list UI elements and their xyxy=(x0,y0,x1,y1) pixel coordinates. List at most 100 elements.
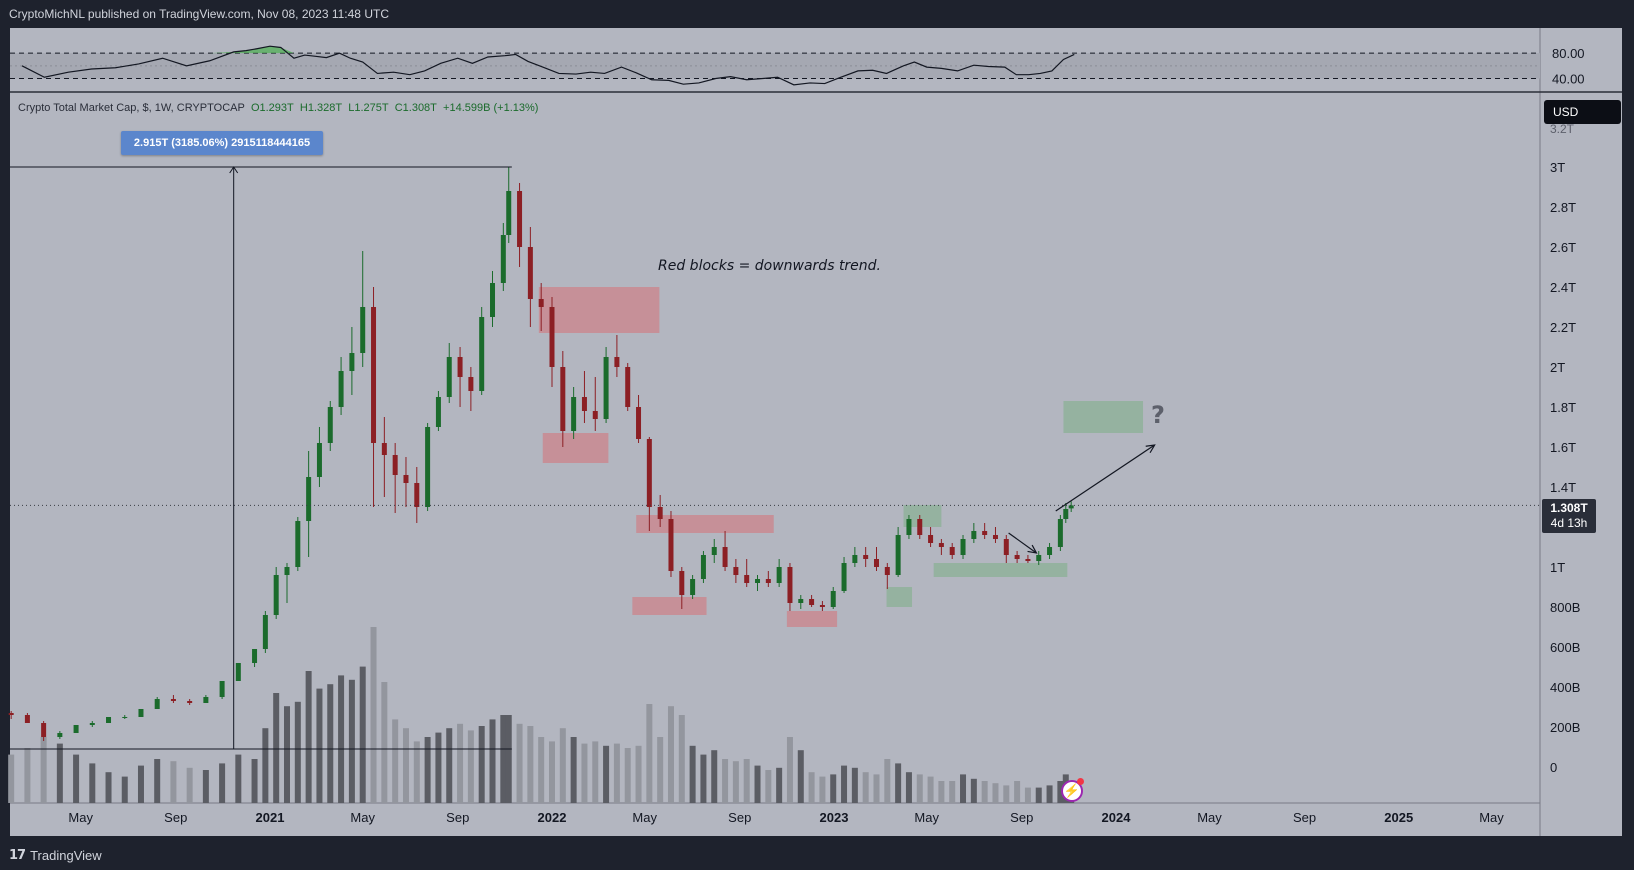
volume-bar xyxy=(316,688,323,803)
volume-bar xyxy=(262,728,269,803)
candle-body xyxy=(284,567,290,575)
volume-bar xyxy=(711,750,718,803)
y-tick-label: 2.2T xyxy=(1550,320,1576,335)
candle-body xyxy=(468,377,474,391)
candle-body xyxy=(928,535,934,543)
green-zone xyxy=(886,587,913,607)
legend-symbol: Crypto Total Market Cap, $, 1W, CRYPTOCA… xyxy=(18,102,245,114)
candle-body xyxy=(106,717,112,723)
volume-bar xyxy=(981,781,988,803)
candle-body xyxy=(841,563,847,591)
volume-bar xyxy=(819,776,826,803)
volume-bar xyxy=(235,754,242,803)
candle-body xyxy=(830,591,836,607)
volume-bar xyxy=(776,767,783,803)
y-tick-label: 1.4T xyxy=(1550,480,1576,495)
candle-body xyxy=(500,235,506,283)
candle-body xyxy=(819,605,825,607)
candle-body xyxy=(538,299,544,307)
candle-body xyxy=(414,483,420,507)
volume-bar xyxy=(765,770,772,803)
volume-bar xyxy=(478,726,485,803)
x-tick-label: Sep xyxy=(728,810,751,825)
candle-body xyxy=(154,699,160,709)
x-tick-label: 2022 xyxy=(538,810,567,825)
candle-body xyxy=(371,307,377,443)
tradingview-brand: TradingView xyxy=(30,848,102,863)
currency-button[interactable]: USD xyxy=(1544,100,1621,124)
volume-bar xyxy=(992,783,999,803)
y-tick-label: 1T xyxy=(1550,560,1565,575)
volume-bar xyxy=(786,737,793,803)
legend-open: O1.293T xyxy=(250,102,294,114)
volume-bar xyxy=(121,776,128,803)
candle-body xyxy=(490,283,496,317)
volume-bar xyxy=(137,765,144,803)
red-zone xyxy=(786,611,838,627)
x-tick-label: May xyxy=(1197,810,1222,825)
volume-bar xyxy=(381,682,388,803)
candle-body xyxy=(425,427,431,507)
candle-body xyxy=(517,191,523,247)
tradingview-logo[interactable]: 17 TradingView xyxy=(9,848,102,863)
volume-bar xyxy=(446,728,453,803)
red-zone xyxy=(542,433,609,463)
green-zone xyxy=(903,505,942,527)
candle-body xyxy=(479,317,485,391)
volume-bar xyxy=(294,701,301,803)
volume-bar xyxy=(754,765,761,803)
y-tick-label-partial: 3.2T xyxy=(1550,122,1575,136)
candle-body xyxy=(506,191,512,235)
volume-bar xyxy=(186,767,193,803)
volume-bar xyxy=(105,772,112,803)
volume-bar xyxy=(667,706,674,803)
candle-body xyxy=(392,455,398,475)
volume-bar xyxy=(154,759,161,803)
volume-bar xyxy=(1024,787,1031,803)
candle-body xyxy=(787,567,793,603)
rsi-level-label: 80.00 xyxy=(1552,46,1585,61)
candle-body xyxy=(316,443,322,477)
volume-bar xyxy=(538,737,545,803)
candle-body xyxy=(949,547,955,555)
x-tick-label: Sep xyxy=(1293,810,1316,825)
candle-body xyxy=(1068,505,1074,509)
legend-low: L1.275T xyxy=(348,102,389,114)
candle-body xyxy=(852,555,858,563)
legend-change: +14.599B (+1.13%) xyxy=(443,102,539,114)
candle-body xyxy=(327,407,333,443)
x-tick-label: Sep xyxy=(164,810,187,825)
candle-body xyxy=(668,519,674,571)
x-tick-label: May xyxy=(632,810,657,825)
volume-bar xyxy=(603,745,610,803)
volume-bar xyxy=(938,781,945,803)
volume-bar xyxy=(219,763,226,803)
green-zone xyxy=(933,563,1068,577)
candle-body xyxy=(1014,555,1020,559)
volume-bar xyxy=(170,761,177,803)
legend-high: H1.328T xyxy=(299,102,343,114)
question-mark-annotation: ? xyxy=(1151,401,1165,429)
volume-bar xyxy=(657,737,664,803)
candle-body xyxy=(733,567,739,575)
candle-body xyxy=(122,717,128,718)
y-tick-label: 1.8T xyxy=(1550,400,1576,415)
volume-bar xyxy=(202,770,209,803)
volume-bar xyxy=(327,684,334,803)
candle-body xyxy=(170,699,176,701)
red-zone xyxy=(636,515,774,533)
volume-bar xyxy=(895,763,902,803)
candle-body xyxy=(403,475,409,483)
volume-bar xyxy=(24,748,31,803)
candle-body xyxy=(884,567,890,575)
volume-bar xyxy=(40,737,47,803)
bar-countdown: 4d 13h xyxy=(1550,516,1588,530)
candle-body xyxy=(603,357,609,419)
footer-bar: 17 TradingView xyxy=(0,840,1634,870)
lightning-icon[interactable]: ⚡ xyxy=(1061,780,1083,802)
y-tick-label: 2.4T xyxy=(1550,280,1576,295)
volume-bar xyxy=(527,726,534,803)
volume-bar xyxy=(916,774,923,803)
rsi-line xyxy=(21,45,1075,86)
